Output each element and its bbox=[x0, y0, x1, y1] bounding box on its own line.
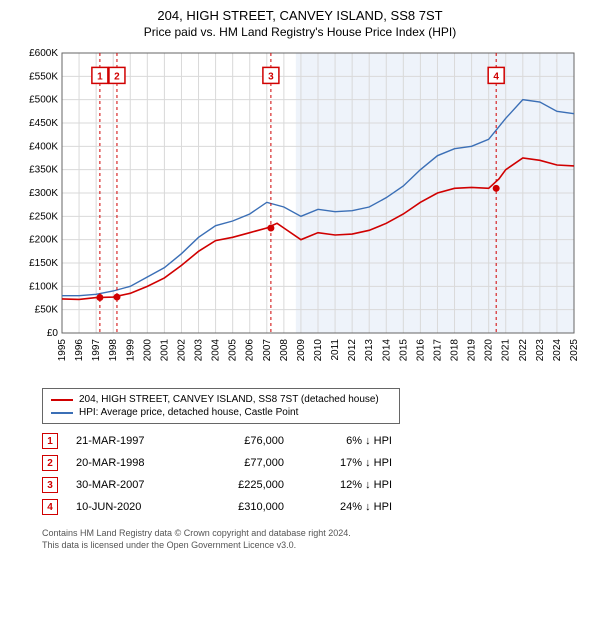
sale-marker-1: 1 bbox=[42, 433, 58, 449]
svg-text:1: 1 bbox=[97, 71, 103, 82]
svg-text:2001: 2001 bbox=[159, 339, 170, 362]
svg-text:£600K: £600K bbox=[29, 48, 58, 59]
sale-marker-3: 3 bbox=[42, 477, 58, 493]
svg-text:2002: 2002 bbox=[176, 339, 187, 362]
svg-text:2024: 2024 bbox=[552, 339, 563, 362]
sale-price: £77,000 bbox=[204, 457, 284, 469]
svg-text:£150K: £150K bbox=[29, 258, 58, 269]
legend-label: 204, HIGH STREET, CANVEY ISLAND, SS8 7ST… bbox=[79, 394, 379, 405]
svg-text:£50K: £50K bbox=[35, 305, 59, 316]
legend: 204, HIGH STREET, CANVEY ISLAND, SS8 7ST… bbox=[42, 388, 400, 424]
svg-text:£450K: £450K bbox=[29, 118, 58, 129]
sale-row: 2 20-MAR-1998 £77,000 17% ↓ HPI bbox=[42, 452, 592, 474]
legend-item: 204, HIGH STREET, CANVEY ISLAND, SS8 7ST… bbox=[51, 393, 391, 406]
svg-text:2014: 2014 bbox=[381, 339, 392, 362]
footer-line-1: Contains HM Land Registry data © Crown c… bbox=[42, 528, 592, 540]
svg-text:2008: 2008 bbox=[279, 339, 290, 362]
svg-text:1998: 1998 bbox=[108, 339, 119, 362]
svg-text:£550K: £550K bbox=[29, 71, 58, 82]
sale-row: 1 21-MAR-1997 £76,000 6% ↓ HPI bbox=[42, 430, 592, 452]
sale-pct: 17% ↓ HPI bbox=[302, 457, 392, 469]
sale-pct: 6% ↓ HPI bbox=[302, 435, 392, 447]
footer-line-2: This data is licensed under the Open Gov… bbox=[42, 540, 592, 552]
sale-row: 3 30-MAR-2007 £225,000 12% ↓ HPI bbox=[42, 474, 592, 496]
svg-text:£250K: £250K bbox=[29, 211, 58, 222]
sale-date: 20-MAR-1998 bbox=[76, 457, 186, 469]
chart-subtitle: Price paid vs. HM Land Registry's House … bbox=[8, 25, 592, 39]
svg-text:2020: 2020 bbox=[484, 339, 495, 362]
svg-text:2021: 2021 bbox=[501, 339, 512, 362]
svg-text:2004: 2004 bbox=[211, 339, 222, 362]
svg-text:1999: 1999 bbox=[125, 339, 136, 362]
svg-text:2025: 2025 bbox=[569, 339, 580, 362]
sale-date: 10-JUN-2020 bbox=[76, 501, 186, 513]
chart-svg: £0 £50K £100K £150K £200K £250K £300K £350K £400… bbox=[18, 47, 582, 377]
svg-text:£350K: £350K bbox=[29, 165, 58, 176]
svg-text:2006: 2006 bbox=[245, 339, 256, 362]
svg-text:2023: 2023 bbox=[535, 339, 546, 362]
svg-text:2022: 2022 bbox=[518, 339, 529, 362]
sale-marker-4: 4 bbox=[42, 499, 58, 515]
footer-attribution: Contains HM Land Registry data © Crown c… bbox=[42, 528, 592, 551]
svg-text:2: 2 bbox=[114, 71, 120, 82]
sale-marker-2: 2 bbox=[42, 455, 58, 471]
svg-text:2010: 2010 bbox=[313, 339, 324, 362]
svg-text:£400K: £400K bbox=[29, 141, 58, 152]
legend-swatch bbox=[51, 412, 73, 414]
svg-text:4: 4 bbox=[493, 71, 499, 82]
sale-pct: 24% ↓ HPI bbox=[302, 501, 392, 513]
svg-text:1997: 1997 bbox=[91, 339, 102, 362]
sales-table: 1 21-MAR-1997 £76,000 6% ↓ HPI 2 20-MAR-1998 £… bbox=[42, 430, 592, 518]
svg-text:2018: 2018 bbox=[450, 339, 461, 362]
svg-text:£0: £0 bbox=[47, 328, 59, 339]
sale-price: £76,000 bbox=[204, 435, 284, 447]
svg-text:3: 3 bbox=[268, 71, 274, 82]
chart-title: 204, HIGH STREET, CANVEY ISLAND, SS8 7ST bbox=[8, 8, 592, 23]
sale-row: 4 10-JUN-2020 £310,000 24% ↓ HPI bbox=[42, 496, 592, 518]
svg-text:2012: 2012 bbox=[347, 339, 358, 362]
svg-text:2007: 2007 bbox=[262, 339, 273, 362]
sale-date: 30-MAR-2007 bbox=[76, 479, 186, 491]
svg-text:2017: 2017 bbox=[432, 339, 443, 362]
sale-pct: 12% ↓ HPI bbox=[302, 479, 392, 491]
sale-price: £225,000 bbox=[204, 479, 284, 491]
svg-text:2005: 2005 bbox=[228, 339, 239, 362]
sale-price: £310,000 bbox=[204, 501, 284, 513]
svg-text:2000: 2000 bbox=[142, 339, 153, 362]
svg-text:2013: 2013 bbox=[364, 339, 375, 362]
legend-item: HPI: Average price, detached house, Cast… bbox=[51, 406, 391, 419]
svg-text:£200K: £200K bbox=[29, 235, 58, 246]
price-chart: £0 £50K £100K £150K £200K £250K £300K £350K £400… bbox=[18, 47, 582, 380]
svg-text:2003: 2003 bbox=[194, 339, 205, 362]
svg-text:£100K: £100K bbox=[29, 281, 58, 292]
svg-text:2019: 2019 bbox=[467, 339, 478, 362]
svg-text:£500K: £500K bbox=[29, 95, 58, 106]
legend-label: HPI: Average price, detached house, Cast… bbox=[79, 407, 298, 418]
svg-text:2015: 2015 bbox=[398, 339, 409, 362]
svg-text:1995: 1995 bbox=[57, 339, 68, 362]
svg-text:1996: 1996 bbox=[74, 339, 85, 362]
svg-text:2009: 2009 bbox=[296, 339, 307, 362]
sale-date: 21-MAR-1997 bbox=[76, 435, 186, 447]
svg-text:2016: 2016 bbox=[415, 339, 426, 362]
svg-text:2011: 2011 bbox=[330, 339, 341, 361]
legend-swatch bbox=[51, 399, 73, 401]
svg-text:£300K: £300K bbox=[29, 188, 58, 199]
